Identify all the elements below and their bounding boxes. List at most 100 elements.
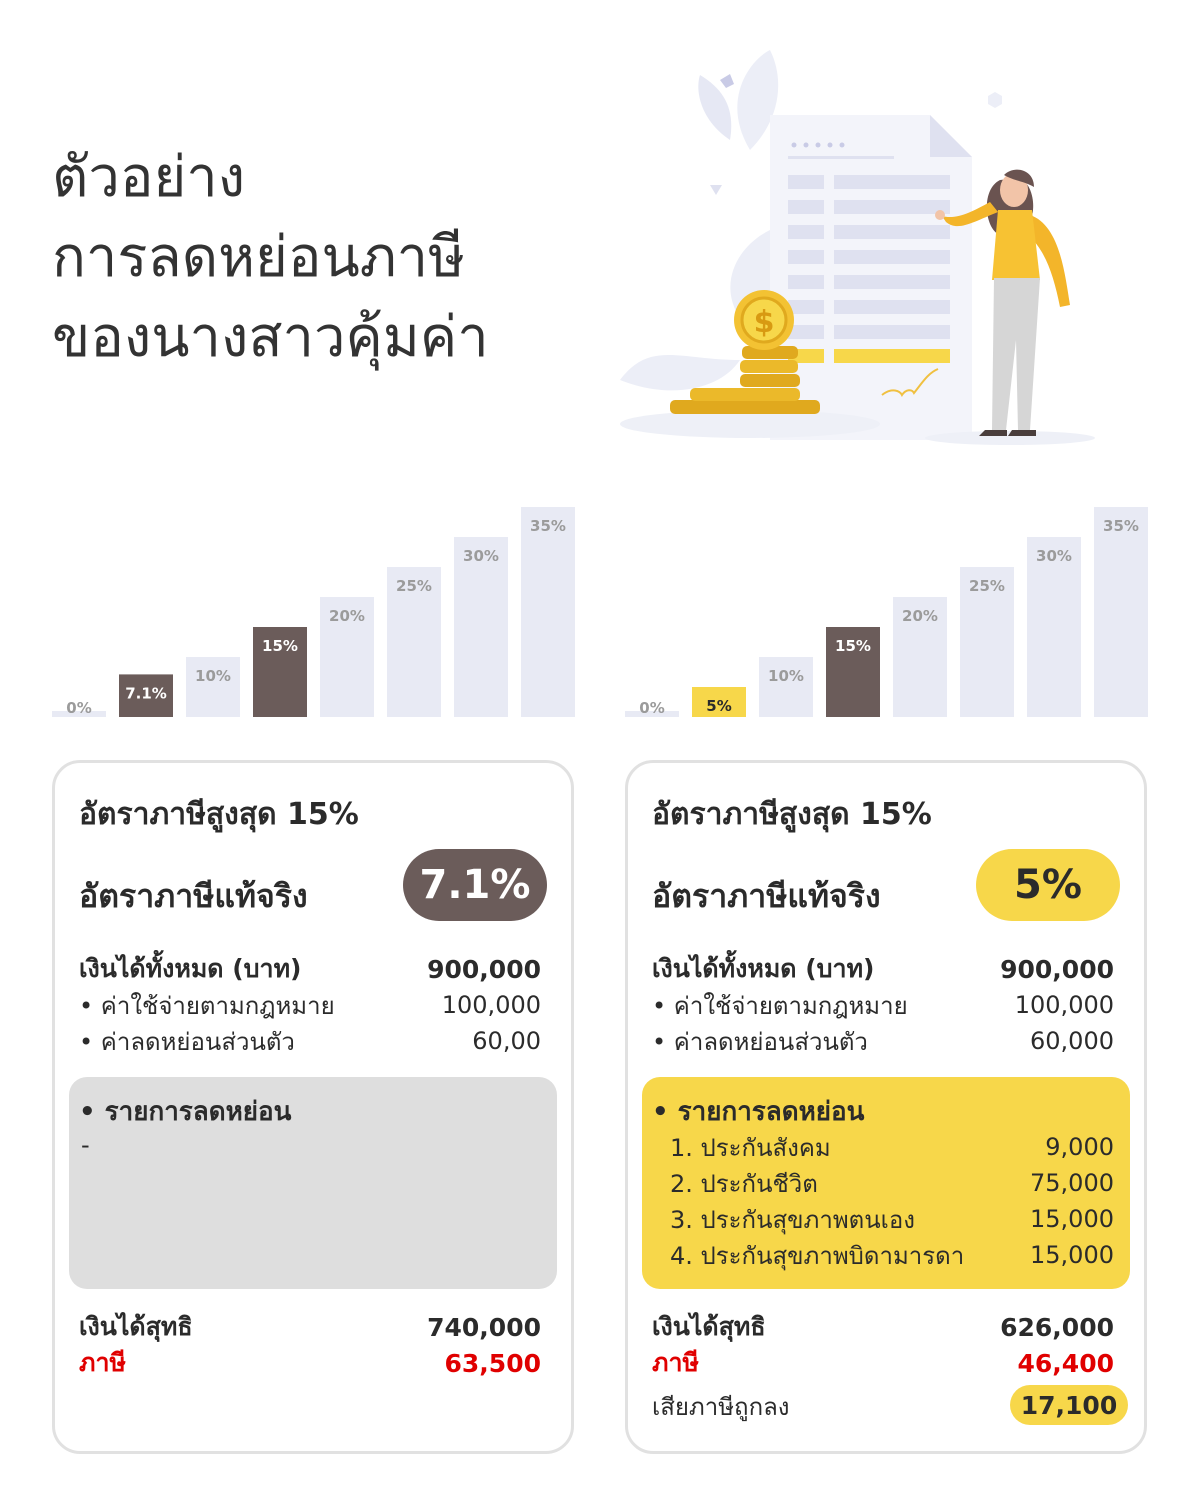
tax-label: ภาษี [652,1348,699,1377]
title-line-1: ตัวอย่าง [52,145,246,210]
deduction-item-value: 15,000 [1030,1205,1114,1233]
bar-35pct [1094,507,1148,717]
tax-summary-card-left: อัตราภาษีสูงสุด 15% อัตราภาษีแท้จริง 7.1… [52,760,574,1454]
bar-0pct [52,711,106,717]
personal-allowance-label: • ค่าลดหย่อนส่วนตัว [652,1027,868,1056]
bar-20pct [893,597,947,717]
effective-rate-badge: 5% [976,849,1120,921]
bar-label: 7.1% [125,684,167,702]
tax-label: ภาษี [79,1348,126,1377]
bar-label: 10% [768,667,804,685]
deduction-empty: - [81,1131,90,1159]
personal-allowance-value: 60,000 [1030,1027,1114,1055]
income-value: 900,000 [1000,954,1114,984]
bar-label: 10% [195,667,231,685]
bar-label: 0% [66,699,91,717]
bar-25pct [387,567,441,717]
net-income-value: 740,000 [427,1312,541,1342]
tax-rate-chart-left: 0% 7.1% 10% 15% 20% 25% 30% 35% [52,495,587,720]
max-tax-rate: อัตราภาษีสูงสุด 15% [652,797,932,832]
personal-allowance-label: • ค่าลดหย่อนส่วนตัว [79,1027,295,1056]
bar-label: 25% [969,577,1005,595]
bar-label: 0% [639,699,664,717]
bar-label: 20% [902,607,938,625]
deduction-item: 1. ประกันสังคม 9,000 [670,1129,1114,1165]
bar-10pct [759,657,813,717]
bar-7-1pct [119,674,173,717]
tax-saved-label: เสียภาษีถูกลง [652,1393,790,1421]
woman-figure-icon [925,169,1095,445]
expense-label: • ค่าใช้จ่ายตามกฎหมาย [79,991,335,1020]
coin-stack-icon [620,346,880,438]
deduction-item: 2. ประกันชีวิต 75,000 [670,1165,1114,1201]
tax-rate-chart-right: 0% 5% 10% 15% 20% 25% 30% 35% [625,495,1160,720]
deduction-title: • รายการลดหย่อน [652,1097,865,1127]
svg-text:$: $ [754,305,775,340]
deduction-item: 4. ประกันสุขภาพบิดามารดา 15,000 [670,1237,1114,1273]
net-income-row: เงินได้สุทธิ 740,000 [79,1309,541,1345]
bar-label: 20% [329,607,365,625]
personal-allowance-row: • ค่าลดหย่อนส่วนตัว 60,000 [652,1023,1114,1059]
bar-15pct [253,627,307,717]
deduction-item: 3. ประกันสุขภาพตนเอง 15,000 [670,1201,1114,1237]
bar-30pct [1027,537,1081,717]
bar-label: 15% [262,637,298,655]
deduction-item-label: 1. ประกันสังคม [670,1133,831,1162]
page-title: ตัวอย่าง การลดหย่อนภาษี ของนางสาวคุ้มค่า [52,138,489,378]
bar-label: 25% [396,577,432,595]
effective-rate-label: อัตราภาษีแท้จริง [652,877,881,915]
income-value: 900,000 [427,954,541,984]
deduction-box: • รายการลดหย่อน - [69,1077,557,1289]
deduction-title: • รายการลดหย่อน [79,1097,292,1127]
bar-label: 35% [530,517,566,535]
bar-label: 35% [1103,517,1139,535]
bar-15pct [826,627,880,717]
deduction-item-value: 9,000 [1045,1133,1114,1161]
income-label: เงินได้ทั้งหมด (บาท) [79,954,302,983]
tax-row: ภาษี 46,400 [652,1345,1114,1381]
effective-rate-label: อัตราภาษีแท้จริง [79,877,308,915]
tax-rate-chart-right-svg: 0% 5% 10% 15% 20% 25% 30% 35% [625,507,1148,717]
document-icon [770,115,972,440]
expense-value: 100,000 [441,991,541,1019]
deduction-item-value: 75,000 [1030,1169,1114,1197]
expense-row: • ค่าใช้จ่ายตามกฎหมาย 100,000 [79,987,541,1023]
illustration: $ [600,40,1140,460]
deduction-item-label: 4. ประกันสุขภาพบิดามารดา [670,1241,965,1270]
max-tax-rate: อัตราภาษีสูงสุด 15% [79,797,359,832]
tax-summary-card-right: อัตราภาษีสูงสุด 15% อัตราภาษีแท้จริง 5% … [625,760,1147,1454]
tax-rate-chart-left-svg: 0% 7.1% 10% 15% 20% 25% 30% 35% [52,507,575,717]
bar-label: 15% [835,637,871,655]
bar-10pct [186,657,240,717]
income-label: เงินได้ทั้งหมด (บาท) [652,954,875,983]
expense-label: • ค่าใช้จ่ายตามกฎหมาย [652,991,908,1020]
personal-allowance-row: • ค่าลดหย่อนส่วนตัว 60,00 [79,1023,541,1059]
bar-35pct [521,507,575,717]
deduction-item-label: 2. ประกันชีวิต [670,1169,818,1198]
effective-rate-badge: 7.1% [403,849,547,921]
income-row: เงินได้ทั้งหมด (บาท) 900,000 [79,951,541,987]
expense-value: 100,000 [1014,991,1114,1019]
tax-value: 46,400 [1017,1348,1114,1378]
income-row: เงินได้ทั้งหมด (บาท) 900,000 [652,951,1114,987]
deduction-item-label: 3. ประกันสุขภาพตนเอง [670,1205,915,1234]
personal-allowance-value: 60,00 [472,1027,541,1055]
net-income-value: 626,000 [1000,1312,1114,1342]
net-income-label: เงินได้สุทธิ [652,1312,766,1341]
expense-row: • ค่าใช้จ่ายตามกฎหมาย 100,000 [652,987,1114,1023]
deduction-item-value: 15,000 [1030,1241,1114,1269]
bar-5pct [692,687,746,717]
tax-saved-badge: 17,100 [1010,1385,1128,1425]
net-income-row: เงินได้สุทธิ 626,000 [652,1309,1114,1345]
bar-0pct [625,711,679,717]
title-line-2: การลดหย่อนภาษี [52,225,466,290]
bar-25pct [960,567,1014,717]
tax-value: 63,500 [444,1348,541,1378]
tax-row: ภาษี 63,500 [79,1345,541,1381]
dollar-coin-icon: $ [734,290,794,350]
title-line-3: ของนางสาวคุ้มค่า [52,305,489,370]
bar-label: 5% [706,697,731,715]
bar-30pct [454,537,508,717]
deduction-box: • รายการลดหย่อน 1. ประกันสังคม 9,000 2. … [642,1077,1130,1289]
bar-label: 30% [1036,547,1072,565]
